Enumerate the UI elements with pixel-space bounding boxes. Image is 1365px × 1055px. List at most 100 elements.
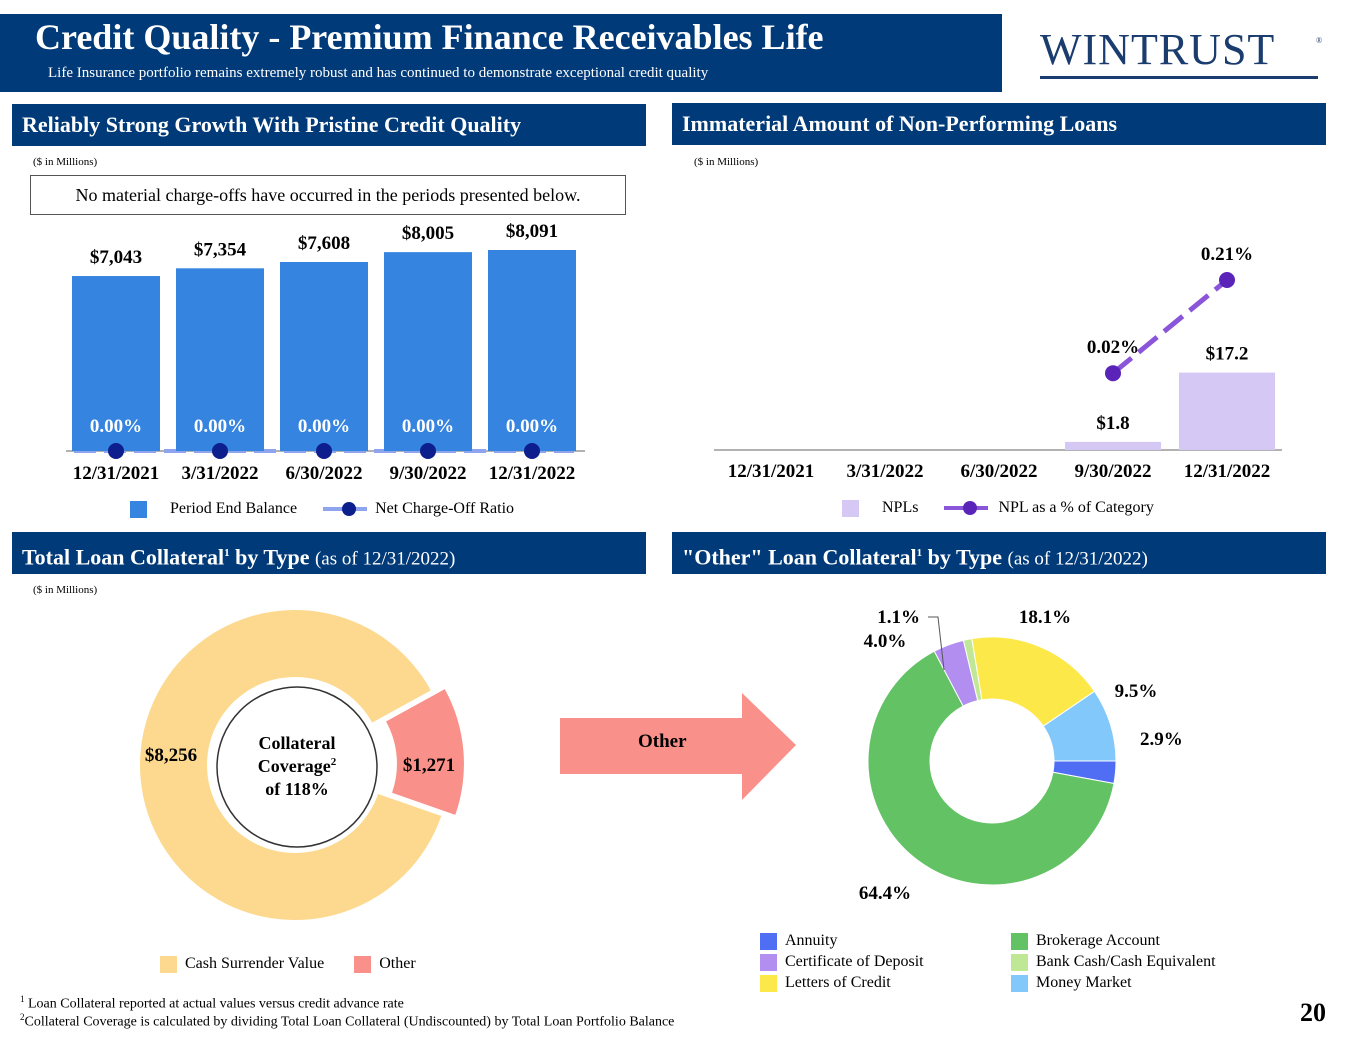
leader-line <box>928 616 945 671</box>
slice-money-market <box>1042 690 1117 762</box>
legend-label: Money Market <box>1036 974 1132 991</box>
npl-section-header: Immaterial Amount of Non-Performing Loan… <box>672 103 1326 145</box>
coverage-circle <box>216 686 378 848</box>
coverage-text-line-3: of 118% <box>265 779 329 799</box>
ratio-value-label: 0.00% <box>90 416 142 437</box>
bar-value-label: $8,005 <box>402 223 454 244</box>
ratio-value-label: 0.00% <box>194 416 246 437</box>
legend-label: Brokerage Account <box>1036 932 1160 949</box>
ratio-point-2 <box>316 443 332 459</box>
charge-off-note: No material charge-offs have occurred in… <box>30 175 626 215</box>
legend-label: Certificate of Deposit <box>785 953 924 970</box>
other-collateral-header: "Other" Loan Collateral1 by Type (as of … <box>672 532 1326 574</box>
legend-label: Bank Cash/Cash Equivalent <box>1036 953 1216 970</box>
ratio-point-0 <box>108 443 124 459</box>
legend-swatch-annuity <box>760 932 777 950</box>
legend-label: Cash Surrender Value <box>185 955 325 972</box>
bar-value-label: $7,043 <box>90 247 142 268</box>
slice-label: 9.5% <box>1115 681 1158 702</box>
page-number: 20 <box>1300 998 1326 1027</box>
npl-pct-label: 0.02% <box>1087 337 1139 358</box>
ratio-value-label: 0.00% <box>402 416 454 437</box>
legend-line-icon <box>323 502 368 516</box>
bar-value-label: $17.2 <box>1206 344 1249 365</box>
npl-chart: 12/31/2021 3/31/2022 6/30/2022 $1.8 9/30/202… <box>714 244 1282 482</box>
bar-period-end-balance-4 <box>488 250 576 451</box>
ratio-value-label: 0.00% <box>506 416 558 437</box>
legend-swatch-other <box>354 955 372 973</box>
legend-swatch-letters-of-credit <box>760 974 777 992</box>
total-collateral-header: Total Loan Collateral1 by Type (as of 12… <box>12 532 646 574</box>
other-collateral-donut: 2.9% 64.4% 4.0% 1.1% 18.1% 9.5% <box>859 607 1183 904</box>
npl-pct-line <box>1111 278 1229 376</box>
coverage-text-line-2: Coverage2 <box>258 756 337 776</box>
slice-label: 18.1% <box>1019 607 1071 628</box>
legend-label: Annuity <box>785 932 838 949</box>
legend-swatch-cd <box>760 953 777 971</box>
legend-label: NPLs <box>882 499 919 516</box>
legend-swatch-brokerage <box>1011 932 1028 950</box>
legend-label: NPL as a % of Category <box>998 499 1154 516</box>
bar-value-label: $8,091 <box>506 221 558 242</box>
x-tick-label: 12/31/2022 <box>1184 461 1271 482</box>
x-tick-label: 3/31/2022 <box>181 463 258 484</box>
growth-section-header: Reliably Strong Growth With Pristine Cre… <box>12 104 646 146</box>
footnote-1: 1 Loan Collateral reported at actual val… <box>20 994 404 1012</box>
arrow-shape <box>560 693 796 800</box>
ratio-point-1 <box>212 443 228 459</box>
npl-section-title: Immaterial Amount of Non-Performing Loan… <box>682 111 1118 136</box>
x-tick-label: 12/31/2021 <box>728 461 815 482</box>
ratio-value-label: 0.00% <box>298 416 350 437</box>
legend-label: Net Charge-Off Ratio <box>375 500 515 517</box>
bar-period-end-balance-2 <box>280 262 368 451</box>
growth-legend: Period End Balance Net Charge-Off Ratio <box>130 500 514 518</box>
arrow-label: Other <box>638 731 687 752</box>
slice-label: 4.0% <box>864 631 907 652</box>
legend-label: Letters of Credit <box>785 974 891 991</box>
bar-npl-3 <box>1065 441 1161 450</box>
slice-label: 64.4% <box>859 883 911 904</box>
slice-label-other: $1,271 <box>403 755 455 776</box>
growth-chart: $7,043 0.00% 12/31/2021 $7,354 0.00% 3/31/202… <box>66 221 585 484</box>
npl-legend: NPLs NPL as a % of Category <box>842 499 1154 517</box>
units-label: ($ in Millions) <box>33 584 98 596</box>
growth-section-title: Reliably Strong Growth With Pristine Cre… <box>22 112 522 137</box>
arrow-polygon <box>560 693 796 800</box>
bar-value-label: $7,608 <box>298 233 350 254</box>
x-tick-label: 12/31/2021 <box>73 463 160 484</box>
npl-pct-label: 0.21% <box>1201 244 1253 265</box>
wintrust-logo: WINTRUST ® <box>1040 25 1322 80</box>
total-collateral-asof: (as of 12/31/2022) <box>314 548 456 570</box>
legend-label: Period End Balance <box>170 500 298 517</box>
legend-line-icon <box>944 501 989 515</box>
bar-npl-4 <box>1179 372 1275 450</box>
footnote-2: 2Collateral Coverage is calculated by di… <box>20 1012 675 1030</box>
units-label: ($ in Millions) <box>33 156 98 168</box>
slice-brokerage-account <box>867 650 1115 886</box>
logo-text: WINTRUST <box>1040 25 1276 74</box>
coverage-text-line-1: Collateral <box>259 733 336 753</box>
x-tick-label: 3/31/2022 <box>846 461 923 482</box>
title-bar: Credit Quality - Premium Finance Receiva… <box>0 14 1002 92</box>
slice-label: 2.9% <box>1140 729 1183 750</box>
total-collateral-legend: Cash Surrender Value Other <box>160 955 416 973</box>
total-collateral-donut: Collateral Coverage2 of 118% $8,256 $1,271 <box>140 610 464 920</box>
page-title: Credit Quality - Premium Finance Receiva… <box>35 17 824 57</box>
slice-label-cash-surrender: $8,256 <box>145 745 197 766</box>
legend-swatch-money-market <box>1011 974 1028 992</box>
page-subtitle: Life Insurance portfolio remains extreme… <box>48 65 709 81</box>
ratio-point-3 <box>420 443 436 459</box>
bar-period-end-balance-3 <box>384 252 472 451</box>
slice-other <box>386 689 464 815</box>
x-tick-label: 12/31/2022 <box>489 463 576 484</box>
other-collateral-title: "Other" Loan Collateral <box>682 544 917 570</box>
legend-swatch-bank-cash <box>1011 953 1028 971</box>
bar-value-label: $1.8 <box>1096 413 1129 434</box>
bar-value-label: $7,354 <box>194 239 247 260</box>
x-tick-label: 9/30/2022 <box>1074 461 1151 482</box>
other-collateral-asof: (as of 12/31/2022) <box>1007 548 1148 570</box>
x-tick-label: 9/30/2022 <box>389 463 466 484</box>
npl-pct-point-4 <box>1219 272 1235 288</box>
x-tick-label: 6/30/2022 <box>285 463 362 484</box>
x-tick-label: 6/30/2022 <box>960 461 1037 482</box>
